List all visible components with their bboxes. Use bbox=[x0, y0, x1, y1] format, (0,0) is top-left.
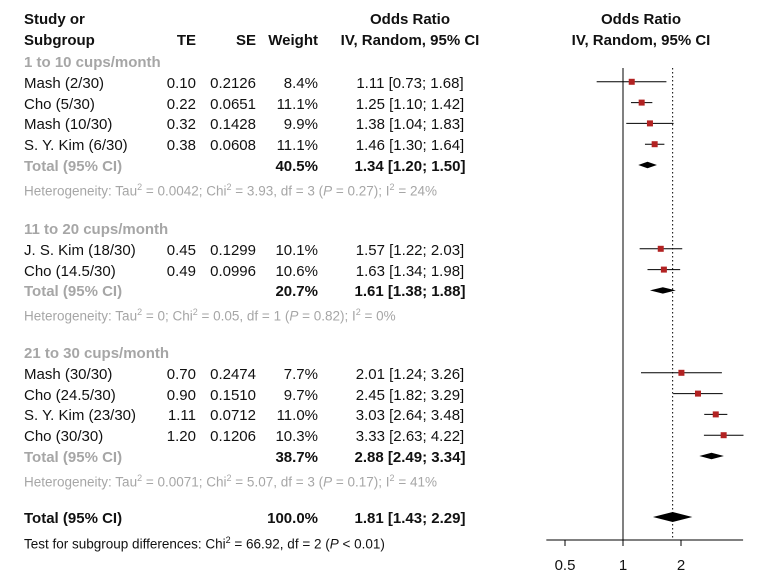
study-te: 0.22 bbox=[166, 95, 196, 113]
study-ci: 3.03 [2.64; 3.48] bbox=[355, 407, 465, 425]
point-square bbox=[660, 266, 667, 273]
study-weight: 7.7% bbox=[283, 365, 318, 383]
study-weight: 11.1% bbox=[276, 95, 318, 113]
header-weight: Weight bbox=[268, 32, 318, 49]
point-square bbox=[638, 99, 645, 106]
subgroup-title: 1 to 10 cups/month bbox=[24, 54, 161, 71]
header-te: TE bbox=[176, 32, 196, 49]
subgroup-title: 11 to 20 cups/month bbox=[24, 221, 169, 238]
study-weight: 11.1% bbox=[276, 137, 318, 155]
subgroup-diamond bbox=[699, 452, 724, 460]
study-te: 1.11 bbox=[167, 407, 196, 425]
subgroup-total-label: Total (95% CI) bbox=[24, 449, 123, 466]
subgroup-total-label: Total (95% CI) bbox=[24, 283, 123, 301]
study-weight: 10.3% bbox=[275, 428, 318, 446]
study-se: 0.0651 bbox=[210, 95, 256, 113]
study-name: Cho (5/30) bbox=[24, 95, 95, 113]
study-se: 0.2474 bbox=[210, 365, 256, 383]
study-weight: 11.0% bbox=[276, 407, 318, 425]
study-se: 0.1428 bbox=[210, 116, 256, 134]
study-name: Cho (30/30) bbox=[24, 428, 104, 446]
header-se: SE bbox=[235, 32, 256, 49]
study-name: Mash (2/30) bbox=[24, 74, 105, 92]
subgroup-diamond bbox=[638, 161, 657, 169]
header-plot-title: Odds Ratio bbox=[600, 11, 681, 28]
x-tick-label: 1 bbox=[619, 557, 627, 574]
subgroup-total-weight: 40.5% bbox=[275, 158, 318, 175]
x-tick-label: 0.5 bbox=[555, 557, 576, 574]
study-te: 0.10 bbox=[166, 74, 196, 92]
point-square bbox=[651, 141, 658, 148]
point-square bbox=[678, 369, 685, 376]
study-se: 0.1299 bbox=[210, 241, 256, 259]
study-se: 0.2126 bbox=[210, 74, 256, 92]
study-te: 0.38 bbox=[166, 137, 196, 155]
subgroup-total-ci: 1.34 [1.20; 1.50] bbox=[354, 158, 466, 175]
study-te: 1.20 bbox=[166, 428, 196, 446]
header-subgroup: Subgroup bbox=[24, 32, 95, 49]
study-se: 0.1510 bbox=[210, 386, 256, 404]
study-se: 0.0712 bbox=[210, 407, 256, 425]
subgroup-total-ci: 1.61 [1.38; 1.88] bbox=[354, 283, 466, 301]
subgroup-total-weight: 38.7% bbox=[275, 449, 318, 466]
subgroup-test-text: Test for subgroup differences: Chi2 = 66… bbox=[24, 535, 385, 552]
study-weight: 9.7% bbox=[283, 386, 318, 404]
study-weight: 9.9% bbox=[283, 116, 318, 134]
study-name: J. S. Kim (18/30) bbox=[24, 241, 136, 259]
subgroup-total-weight: 20.7% bbox=[275, 283, 318, 301]
study-name: Cho (24.5/30) bbox=[24, 386, 116, 404]
study-te: 0.32 bbox=[166, 116, 196, 134]
study-weight: 10.1% bbox=[275, 241, 318, 259]
study-te: 0.49 bbox=[166, 262, 196, 280]
study-te: 0.45 bbox=[166, 241, 196, 259]
point-square bbox=[646, 120, 653, 127]
study-ci: 1.11 [0.73; 1.68] bbox=[356, 74, 464, 92]
study-se: 0.0996 bbox=[210, 262, 256, 280]
point-square bbox=[720, 432, 727, 439]
study-weight: 8.4% bbox=[283, 74, 318, 92]
heterogeneity-text: Heterogeneity: Tau2 = 0.0042; Chi2 = 3.9… bbox=[24, 181, 437, 199]
header-or-title: Odds Ratio bbox=[369, 11, 450, 28]
study-name: Mash (30/30) bbox=[24, 365, 113, 383]
study-name: Cho (14.5/30) bbox=[24, 262, 116, 280]
study-name: S. Y. Kim (23/30) bbox=[24, 407, 137, 425]
x-tick-label: 2 bbox=[677, 557, 685, 574]
subgroup-total-ci: 2.88 [2.49; 3.34] bbox=[354, 449, 466, 466]
subgroup-diamond bbox=[649, 287, 676, 294]
header-study: Study or bbox=[24, 11, 85, 28]
overall-total-weight: 100.0% bbox=[267, 510, 318, 527]
study-ci: 1.46 [1.30; 1.64] bbox=[355, 137, 465, 155]
study-name: Mash (10/30) bbox=[24, 116, 113, 134]
header-or-method: IV, Random, 95% CI bbox=[340, 32, 480, 49]
study-weight: 10.6% bbox=[275, 262, 318, 280]
subgroup-total-label: Total (95% CI) bbox=[24, 158, 123, 175]
study-se: 0.0608 bbox=[210, 137, 256, 155]
subgroup-title: 21 to 30 cups/month bbox=[24, 345, 170, 362]
point-square bbox=[657, 245, 664, 252]
study-se: 0.1206 bbox=[210, 428, 256, 446]
overall-total-ci: 1.81 [1.43; 2.29] bbox=[354, 510, 466, 527]
study-te: 0.70 bbox=[166, 365, 196, 383]
overall-total-label: Total (95% CI) bbox=[24, 510, 123, 527]
study-ci: 3.33 [2.63; 4.22] bbox=[355, 428, 465, 446]
heterogeneity-text: Heterogeneity: Tau2 = 0.0071; Chi2 = 5.0… bbox=[24, 472, 437, 490]
study-ci: 2.45 [1.82; 3.29] bbox=[355, 386, 465, 404]
point-square bbox=[712, 411, 719, 418]
study-ci: 2.01 [1.24; 3.26] bbox=[355, 365, 465, 383]
point-square bbox=[694, 390, 701, 397]
study-ci: 1.25 [1.10; 1.42] bbox=[355, 95, 465, 113]
header-plot-method: IV, Random, 95% CI bbox=[571, 32, 711, 49]
study-ci: 1.57 [1.22; 2.03] bbox=[355, 241, 465, 259]
study-ci: 1.38 [1.04; 1.83] bbox=[355, 116, 465, 134]
study-name: S. Y. Kim (6/30) bbox=[24, 137, 128, 155]
heterogeneity-text: Heterogeneity: Tau2 = 0; Chi2 = 0.05, df… bbox=[24, 307, 396, 324]
study-te: 0.90 bbox=[166, 386, 196, 404]
point-square bbox=[628, 78, 635, 85]
study-ci: 1.63 [1.34; 1.98] bbox=[355, 262, 465, 280]
